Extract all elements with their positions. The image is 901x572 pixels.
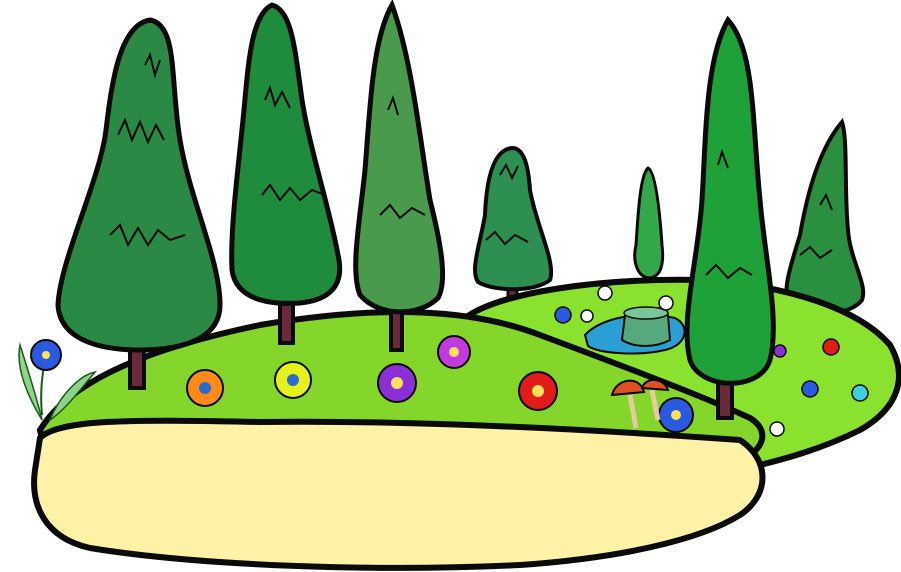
back-trees <box>473 118 866 332</box>
flower-orange <box>186 369 224 407</box>
flower-red <box>518 371 558 411</box>
blue-flower-left <box>18 339 97 422</box>
tree-tiny <box>633 166 665 291</box>
flower-yellow <box>274 361 312 399</box>
front-trees <box>55 0 776 420</box>
back-hill-flowers <box>554 285 869 437</box>
tree-2 <box>229 2 343 345</box>
flower-violet <box>437 335 471 369</box>
tree-1 <box>55 17 223 390</box>
back-hill <box>457 276 901 469</box>
sand-plateau <box>31 417 766 571</box>
flower-purple <box>377 363 417 403</box>
foliage-scribbles <box>109 52 833 280</box>
tree-4-tall-right <box>684 15 776 420</box>
flower-blue-front <box>658 397 694 433</box>
tree-3 <box>353 0 446 352</box>
pond-with-stump <box>583 306 686 355</box>
mushrooms <box>610 379 670 429</box>
front-hill-flowers <box>186 335 694 433</box>
